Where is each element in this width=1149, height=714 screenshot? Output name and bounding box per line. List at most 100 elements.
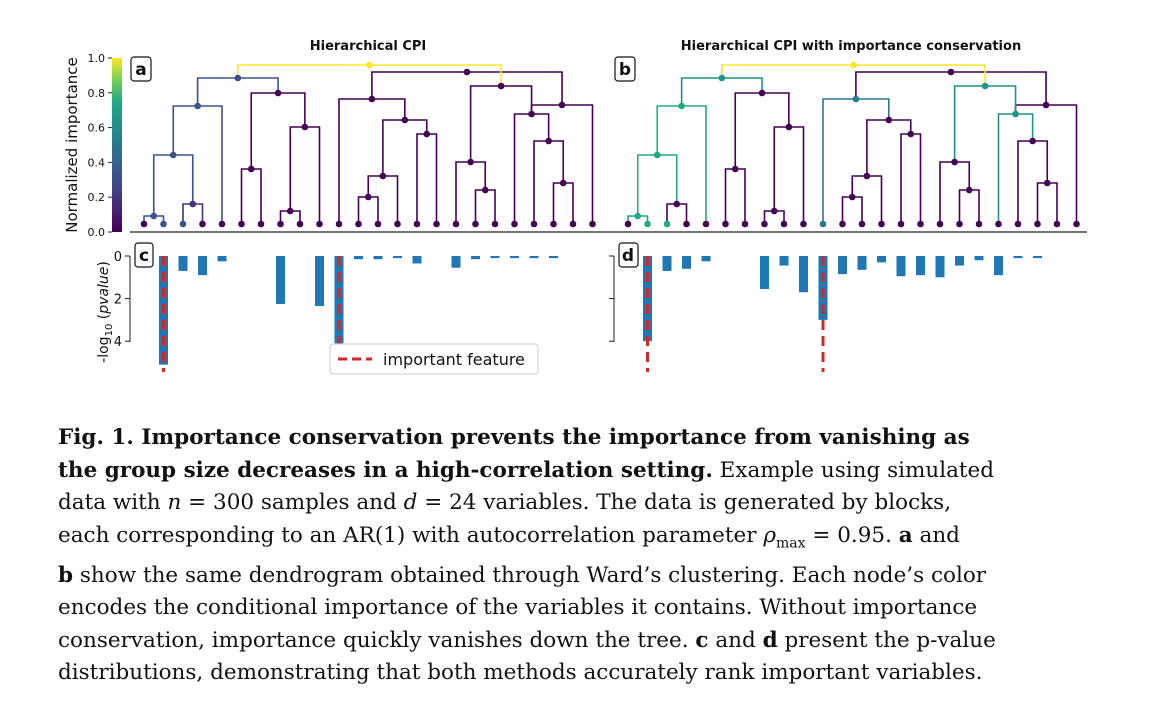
dendrogram-node xyxy=(634,212,642,220)
dendrogram-node xyxy=(731,165,739,173)
dendrogram-leaf xyxy=(316,220,323,228)
svg-text:d: d xyxy=(622,246,634,266)
dendrogram-node xyxy=(947,68,955,76)
dendrogram-leaf xyxy=(238,220,245,228)
pvalue-bar xyxy=(393,256,402,259)
dendrogram-leaf xyxy=(335,220,343,228)
dendrogram-leaf xyxy=(839,220,846,228)
dendrogram-node xyxy=(274,89,282,97)
dendrogram-leaf xyxy=(257,220,265,228)
dendrogram-node xyxy=(981,82,989,90)
dendrogram-leaf xyxy=(702,220,710,228)
dendrogram-node xyxy=(189,200,197,208)
dendrogram-branch xyxy=(474,189,496,224)
figure-svg: Normalized importance 0.0 0.2 0.4 0.6 0.8 1.0… xyxy=(63,39,1087,375)
dendrogram-leaf xyxy=(394,220,401,228)
pvalue-bar xyxy=(857,256,867,270)
colorbar-tick-label: 0.8 xyxy=(88,87,106,100)
dendrogram-branch xyxy=(953,85,1017,162)
dendrogram-branch xyxy=(530,104,594,224)
dendrogram-node xyxy=(463,68,471,76)
dendrogram-node xyxy=(1029,137,1036,145)
dendrogram-node xyxy=(951,158,958,166)
dendrogram-node xyxy=(247,165,255,173)
dendrogram-leaf xyxy=(1014,220,1022,228)
pvalue-bar xyxy=(896,256,906,277)
pvalue-bar xyxy=(354,256,363,260)
dendrogram-a xyxy=(140,61,596,228)
caption-line-6: encodes the conditional importance of th… xyxy=(58,595,978,621)
legend-label: important feature xyxy=(383,350,525,369)
panel-b-title: Hierarchical CPI with importance conserv… xyxy=(681,39,1021,54)
dendrogram-leaf xyxy=(218,220,226,228)
pvalue-bar xyxy=(994,256,1003,276)
dendrogram-leaf xyxy=(936,220,944,228)
colorbar-gradient xyxy=(112,58,122,232)
dendrogram-leaf xyxy=(1053,220,1061,228)
colorbar-label: Normalized importance xyxy=(63,57,81,233)
dendrogram-b xyxy=(624,61,1080,228)
pvalue-bar xyxy=(760,256,769,290)
pvalue-bar xyxy=(916,256,925,276)
dendrogram-leaf xyxy=(179,220,187,228)
dendrogram-node xyxy=(770,207,778,215)
dendrogram-node xyxy=(718,74,726,82)
panel-label-d: d xyxy=(618,242,639,268)
caption-line-7: conservation, importance quickly vanishe… xyxy=(58,627,996,653)
dendrogram-leaf xyxy=(624,220,632,228)
pvalue-ticks: 0 2 4 xyxy=(114,250,614,350)
dendrogram-leaf xyxy=(741,220,749,228)
pvalue-bar xyxy=(471,256,480,260)
dendrogram-leaf xyxy=(550,220,557,228)
pvalue-bar xyxy=(529,256,539,259)
dendrogram-node xyxy=(234,74,242,82)
dendrogram-leaf xyxy=(569,220,577,228)
dendrogram-node xyxy=(678,102,685,110)
pvalue-bar xyxy=(198,256,207,276)
pvalue-axis-label: -log10 (pvalue) xyxy=(96,261,115,363)
dendrogram-leaf xyxy=(511,220,518,228)
dendrogram-node xyxy=(368,95,376,103)
dendrogram-leaf xyxy=(277,220,284,228)
dendrogram-node xyxy=(528,110,535,118)
dendrogram-leaf xyxy=(761,220,768,228)
dendrogram-leaf xyxy=(878,220,885,228)
pvalue-bar xyxy=(373,256,383,260)
dendrogram-node xyxy=(497,82,505,90)
caption-line-2: the group size decreases in a high-corre… xyxy=(58,457,995,483)
pvalue-bar xyxy=(935,256,945,278)
dendrogram-branch xyxy=(939,161,971,224)
dendrogram-node xyxy=(286,207,294,215)
dendrogram-branch xyxy=(1036,182,1058,224)
dendrogram-branch xyxy=(152,154,194,216)
dendrogram-leaf xyxy=(800,220,807,228)
panel-label-c: c xyxy=(134,242,154,268)
dendrogram-branch xyxy=(455,161,487,224)
dendrogram-leaf xyxy=(917,220,924,228)
dendrogram-node xyxy=(965,186,973,194)
dendrogram-node xyxy=(559,179,567,187)
colorbar-tick-label: 0.4 xyxy=(88,156,106,169)
pvalue-bar xyxy=(412,256,422,264)
pvalue-bar xyxy=(662,256,672,271)
dendrogram-branch xyxy=(289,126,321,224)
svg-text:a: a xyxy=(135,60,146,80)
dendrogram-leaf xyxy=(683,220,690,228)
dendrogram-branch xyxy=(382,119,428,176)
dendrogram-node xyxy=(379,172,387,180)
dendrogram-branch xyxy=(172,105,223,224)
caption-line-5: b show the same dendrogram obtained thro… xyxy=(58,562,987,588)
dendrogram-branch xyxy=(822,98,890,224)
pvalue-bar xyxy=(682,256,691,269)
pvalue-bar xyxy=(315,256,324,307)
dendrogram-leaf xyxy=(491,220,499,228)
dendrogram-leaf xyxy=(897,220,905,228)
caption-line-8: distributions, demonstrating that both m… xyxy=(58,660,983,686)
colorbar-tick-label: 0.0 xyxy=(88,226,106,239)
dendrogram-node xyxy=(673,200,681,208)
pvalue-bar xyxy=(877,256,886,263)
pvalue-bar xyxy=(1033,256,1042,259)
dendrogram-branch xyxy=(900,133,922,224)
dendrogram-branch xyxy=(240,168,262,224)
dendrogram-branch xyxy=(866,119,912,176)
